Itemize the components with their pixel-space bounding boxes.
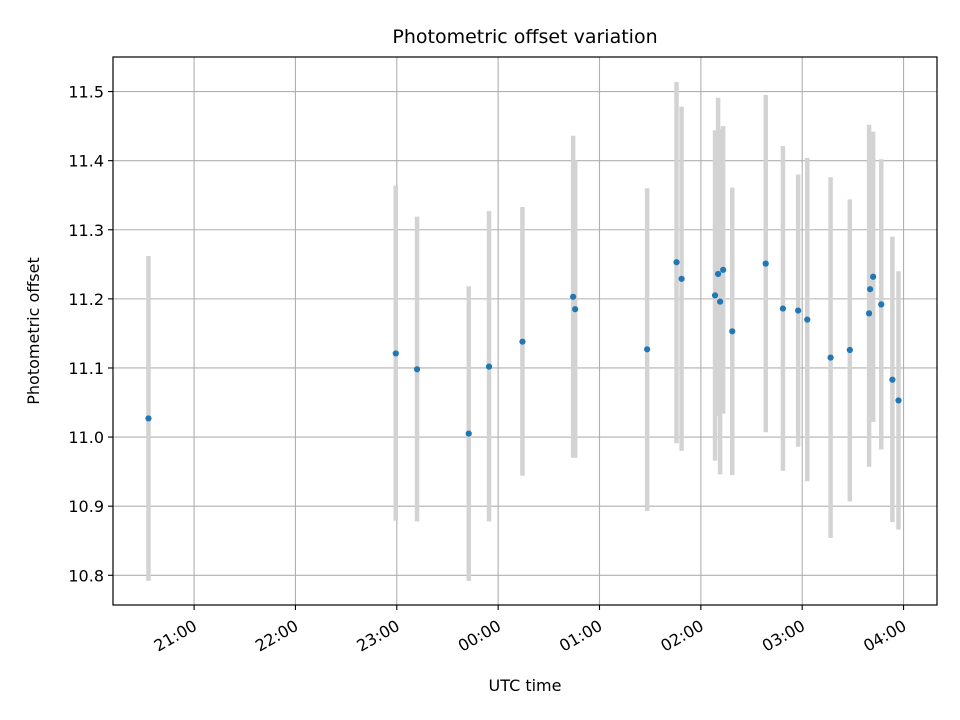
data-point	[644, 346, 651, 353]
data-point	[711, 292, 719, 299]
grid	[113, 57, 937, 605]
data-point	[392, 350, 399, 357]
data-point	[673, 259, 680, 266]
y-tick-label: 11.1	[68, 359, 104, 378]
data-point	[846, 346, 853, 354]
data-point	[867, 286, 874, 293]
data-point	[762, 260, 769, 267]
y-tick-label: 10.8	[68, 566, 104, 585]
data-point	[145, 415, 152, 422]
y-tick-label: 11.4	[68, 152, 104, 171]
data-point	[717, 298, 724, 305]
data-point	[795, 307, 802, 314]
data-point	[878, 301, 885, 308]
y-tick-label: 11.0	[68, 428, 104, 447]
y-tick-label: 11.2	[68, 290, 104, 309]
data-point	[413, 366, 421, 373]
y-tick-label: 10.9	[68, 497, 104, 516]
y-axis: 10.8 10.9 11.0 11.1 11.2 11.3 11.4 11.5	[68, 83, 113, 585]
data-point	[779, 305, 787, 312]
data-point	[827, 354, 834, 361]
data-point	[465, 430, 472, 437]
data-point	[714, 270, 722, 278]
y-tick-label: 11.3	[68, 221, 104, 240]
data-point	[804, 316, 811, 323]
data-point	[485, 363, 493, 370]
data-points	[145, 259, 902, 437]
data-point	[729, 328, 736, 335]
data-point	[895, 397, 902, 404]
y-tick-label: 11.5	[68, 83, 104, 102]
data-point	[870, 273, 877, 280]
plot-frame	[112, 56, 938, 606]
data-point	[889, 376, 896, 383]
data-point	[519, 338, 526, 345]
y-axis-label: Photometric offset	[24, 257, 43, 405]
data-point	[865, 310, 873, 317]
data-point	[678, 275, 685, 282]
data-point	[572, 306, 579, 313]
data-point	[570, 293, 577, 300]
data-point	[720, 266, 727, 273]
chart-title: Photometric offset variation	[392, 26, 657, 48]
x-axis-label: UTC time	[489, 676, 562, 695]
